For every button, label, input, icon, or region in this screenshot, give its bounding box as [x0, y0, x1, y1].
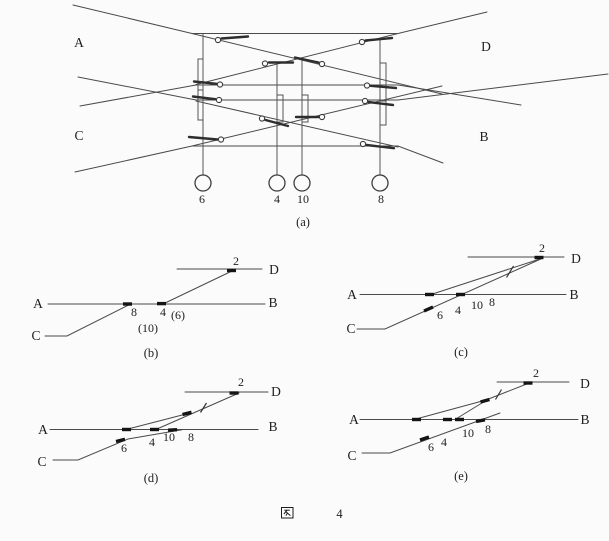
panel-e-switch-4: 4 — [441, 435, 447, 449]
panel-b-switch-4: 4 — [160, 305, 166, 319]
panel-d-label-A: A — [38, 422, 48, 437]
panel-c: A B C D 6 4 10 8 2 (c) — [346, 241, 581, 359]
track-lines — [49, 391, 269, 461]
panel-d-switch-4: 4 — [149, 435, 155, 449]
track-lines — [72, 4, 609, 173]
machine-4 — [268, 174, 286, 192]
panel-b-label-D: D — [269, 262, 279, 277]
panel-d: A B C D 6 4 10 8 2 (d) — [37, 375, 281, 485]
panel-e-switch-8: 8 — [485, 422, 491, 436]
switch-ticks — [123, 268, 236, 306]
machine-8-label: 8 — [378, 192, 384, 206]
panel-e-switch-6: 6 — [428, 440, 434, 454]
panel-c-caption: (c) — [454, 345, 468, 359]
panel-d-switch-10: 10 — [163, 430, 175, 444]
panel-e-label-B: B — [580, 412, 589, 427]
panel-c-switch-4: 4 — [455, 303, 461, 317]
machine-6 — [194, 174, 212, 192]
figure-caption-prefix-glyph — [281, 507, 294, 519]
panel-e: A B C D 6 4 10 8 2 (e) — [347, 366, 590, 483]
panel-e-label-A: A — [349, 412, 359, 427]
panel-e-switch-2: 2 — [533, 366, 539, 380]
panel-d-switch-8: 8 — [188, 430, 194, 444]
panel-d-switch-6: 6 — [121, 441, 127, 455]
panel-a-label-D: D — [481, 39, 491, 54]
panel-a-label-C: C — [74, 128, 83, 143]
panel-c-label-B: B — [569, 287, 578, 302]
panel-d-label-D: D — [271, 384, 281, 399]
switch-ticks — [115, 391, 239, 444]
track-lines — [359, 381, 579, 454]
panel-b-switch-2: 2 — [233, 254, 239, 268]
detector-brackets — [197, 58, 387, 126]
panel-a-caption: (a) — [296, 215, 310, 229]
panel-e-switch-10: 10 — [462, 426, 474, 440]
panel-b-switch-8-alt: (10) — [138, 321, 158, 335]
panel-c-switch-2: 2 — [539, 241, 545, 255]
panel-a-label-A: A — [74, 35, 84, 50]
panel-d-label-C: C — [37, 454, 46, 469]
panel-d-label-B: B — [268, 419, 277, 434]
panel-c-switch-10: 10 — [471, 298, 483, 312]
panel-c-label-D: D — [571, 251, 581, 266]
panel-a: 6 4 10 8 A D C B (a) — [72, 4, 609, 229]
figure-caption-number: 4 — [336, 507, 343, 521]
machine-4-label: 4 — [274, 192, 280, 206]
panel-c-switch-8: 8 — [489, 295, 495, 309]
machine-10-label: 10 — [297, 192, 309, 206]
machine-10 — [293, 174, 311, 192]
machine-8 — [371, 174, 389, 192]
panel-a-label-B: B — [479, 129, 488, 144]
panel-b-label-B: B — [268, 295, 277, 310]
panel-d-caption: (d) — [144, 471, 159, 485]
throw-rods — [202, 34, 381, 175]
panel-c-label-C: C — [346, 321, 355, 336]
panel-c-switch-6: 6 — [437, 308, 443, 322]
panel-b-switch-4-alt: (6) — [171, 308, 185, 322]
switch-ticks — [412, 381, 533, 442]
switch-detectors — [187, 35, 398, 150]
panel-b-switch-8: 8 — [131, 305, 137, 319]
panel-c-label-A: A — [347, 287, 357, 302]
panel-b-label-C: C — [31, 328, 40, 343]
point-machines — [194, 174, 389, 192]
panel-b-label-A: A — [33, 296, 43, 311]
panel-e-caption: (e) — [454, 469, 468, 483]
machine-6-label: 6 — [199, 192, 205, 206]
track-lines — [44, 268, 266, 337]
panel-e-label-C: C — [347, 448, 356, 463]
panel-d-switch-2: 2 — [238, 375, 244, 389]
figure-caption: 4 — [281, 507, 343, 521]
switch-ticks — [423, 255, 544, 313]
panel-b-caption: (b) — [144, 346, 159, 360]
panel-b: A B C D 8 (10) 4 (6) 2 (b) — [31, 254, 279, 360]
panel-e-label-D: D — [580, 376, 590, 391]
